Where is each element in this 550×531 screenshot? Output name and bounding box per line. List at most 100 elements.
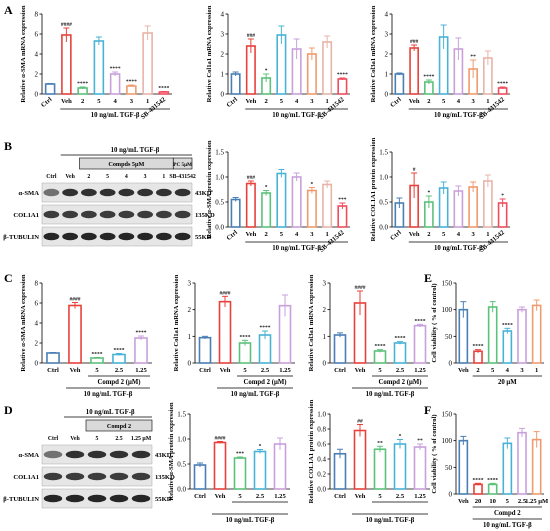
y-tick-label: 0 <box>323 360 327 368</box>
bar <box>322 41 333 95</box>
y-tick-label: 0 <box>188 360 192 368</box>
treatment-label-2: 10 ng/mL TGF-β <box>366 517 415 524</box>
x-tick-label: 5 <box>243 367 247 374</box>
panel-letter-b: B <box>4 139 12 153</box>
bar <box>213 441 227 490</box>
lane-label: 4 <box>125 174 128 180</box>
blot-band <box>43 188 60 197</box>
significance-label: **** <box>395 336 406 342</box>
x-tick-label: 10 <box>489 498 496 505</box>
x-tick-label: Ctrl <box>225 229 239 242</box>
y-tick-label: 0.0 <box>215 224 224 232</box>
x-tick-label: Ctrl <box>389 229 403 242</box>
bar <box>68 304 82 364</box>
x-tick-label: 1.25 <box>414 493 426 500</box>
bar <box>276 172 287 228</box>
bar <box>393 443 407 490</box>
x-tick-label: 4 <box>295 231 299 238</box>
blot-kd-label: 43KD <box>195 190 212 197</box>
y-tick-label: 1.0 <box>317 411 326 419</box>
x-tick-label: 5 <box>506 498 510 505</box>
bar <box>517 431 527 495</box>
panel-letter-e: E <box>424 271 432 285</box>
significance-label: #### <box>215 436 226 442</box>
x-tick-label: 2.5 <box>261 367 270 374</box>
chart-a3: 0 1 2 3 4 Relative Col3a1 mRNA expression Ctrl… <box>370 5 510 121</box>
lane-label: 1 <box>162 174 165 180</box>
significance-label: ** <box>417 438 423 444</box>
pc-box <box>172 157 193 170</box>
y-tick-label: 2 <box>385 51 389 59</box>
blot-band <box>65 472 85 481</box>
lane-label: Ctrl <box>48 436 59 442</box>
y-tick-label: 1.0 <box>379 174 388 182</box>
y-axis-label: Relative Col3a1 mRNA expression <box>308 274 315 371</box>
significance-label: **** <box>77 81 88 87</box>
y-tick-label: 2 <box>35 340 39 348</box>
blot-band <box>109 450 129 459</box>
y-tick-label: 6 <box>35 300 39 308</box>
blot-band <box>65 494 85 503</box>
blot-band <box>118 210 135 219</box>
y-axis-label: Relative Col1a1 mRNA expression <box>206 5 213 102</box>
blot-kd-label: 55KD <box>195 234 212 241</box>
chart-a1: 0 2 4 6 8 Relative α-SMA mRNA expression Ctrl #… <box>20 5 172 121</box>
x-tick-label: 4 <box>457 98 461 105</box>
blot-band <box>62 188 78 197</box>
blot-band <box>99 232 116 241</box>
blot-row-label: β-TUBULIN <box>3 496 39 503</box>
blot-band <box>43 210 60 219</box>
significance-label: **** <box>136 330 147 336</box>
treatment-label: 10 ng/mL TGF-β <box>434 245 483 252</box>
y-tick-label: 0.8 <box>317 426 326 434</box>
bar <box>393 342 407 364</box>
y-axis-label: Cell viability ( % of control) <box>431 283 438 362</box>
bar <box>333 452 347 490</box>
blot-band <box>137 232 153 241</box>
significance-label: **** <box>375 344 386 350</box>
panel-letter-f: F <box>424 403 431 417</box>
x-tick-label: 1.25 <box>135 367 147 374</box>
bar <box>233 457 247 490</box>
x-tick-label: 5 <box>378 493 382 500</box>
bar <box>90 357 104 364</box>
y-axis-label: Cell viability ( % of control) <box>431 414 438 493</box>
x-tick-label: 1 <box>325 231 328 238</box>
treatment-label: 20 μM <box>498 379 517 386</box>
blot-header: 10 ng/mL TGF-β <box>111 147 160 154</box>
x-tick-label: Veh <box>215 493 226 500</box>
blot-band <box>109 494 129 503</box>
x-tick-label: Veh <box>409 98 420 105</box>
x-tick-label: 2 <box>264 231 268 238</box>
significance-label: ## <box>357 419 363 425</box>
x-tick-label: 5 <box>97 98 101 105</box>
y-axis-label: Relative Col1a1 mRNA expression <box>173 274 180 371</box>
bar <box>193 464 207 490</box>
x-tick-label: 2.5 <box>518 498 527 505</box>
panel-letter-d: D <box>4 403 13 417</box>
x-tick-label: 2 <box>476 367 480 374</box>
blot-band <box>99 188 116 197</box>
y-tick-label: 0.6 <box>317 441 326 449</box>
blot-row-label: COL1A1 <box>13 212 39 219</box>
pc-label: PC 5μM <box>173 162 192 168</box>
x-tick-label: SB-431542 <box>140 96 168 121</box>
x-tick-label: Ctrl <box>389 96 403 109</box>
bar <box>261 192 272 228</box>
blot-band <box>81 188 97 197</box>
y-tick-label: 0 <box>449 360 453 368</box>
blot-kd-label: 43KD <box>155 452 172 459</box>
blot-band <box>131 494 151 503</box>
x-tick-label: 1 <box>486 98 489 105</box>
blot-band <box>131 472 151 481</box>
x-tick-label: Veh <box>61 98 72 105</box>
significance-label: **** <box>473 477 484 483</box>
significance-label: **** <box>487 477 498 483</box>
x-tick-label: 5 <box>442 98 446 105</box>
y-tick-label: 150 <box>442 411 453 419</box>
bar <box>394 73 405 95</box>
x-tick-label: 1 <box>486 231 489 238</box>
